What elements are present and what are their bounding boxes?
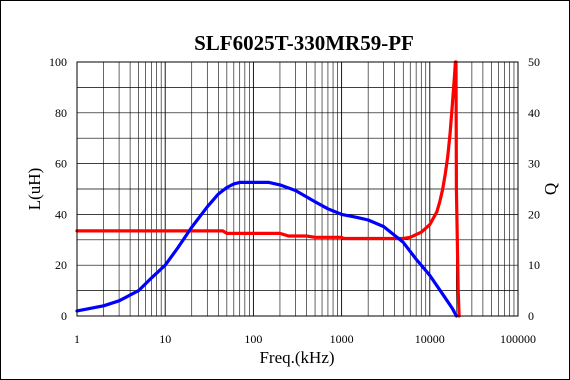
- y-tick-label: 100: [49, 55, 67, 69]
- x-tick-label: 100: [244, 332, 262, 346]
- y2-axis-label: Q: [541, 183, 560, 195]
- chart-title: SLF6025T-330MR59-PF: [194, 31, 414, 55]
- x-tick-labels: 1 10 100 1000 10000 100000: [74, 332, 536, 346]
- x-tick-label: 100000: [500, 332, 536, 346]
- y2-tick-label: 30: [528, 157, 540, 171]
- plot-area-border: [76, 61, 519, 317]
- y2-tick-label: 10: [528, 258, 540, 272]
- y2-tick-label: 20: [528, 207, 540, 221]
- x-tick-label: 10000: [415, 332, 445, 346]
- x-axis-label: Freq.(kHz): [259, 348, 334, 367]
- x-tick-label: 1000: [330, 332, 354, 346]
- q-series-line: [75, 180, 458, 318]
- y2-tick-label: 40: [528, 106, 540, 120]
- y-tick-label: 20: [55, 258, 67, 272]
- y-axis-label: L(uH): [25, 168, 44, 210]
- y-tick-label: 60: [55, 157, 67, 171]
- y-tick-labels: 0 20 40 60 80 100: [49, 55, 67, 323]
- y-tick-label: 80: [55, 106, 67, 120]
- y2-tick-labels: 0 10 20 30 40 50: [528, 55, 540, 323]
- y2-tick-label: 0: [528, 309, 534, 323]
- y2-tick-label: 50: [528, 55, 540, 69]
- y-tick-label: 40: [55, 207, 67, 221]
- x-tick-label: 10: [159, 332, 171, 346]
- y-tick-label: 0: [61, 309, 67, 323]
- x-tick-label: 1: [74, 332, 80, 346]
